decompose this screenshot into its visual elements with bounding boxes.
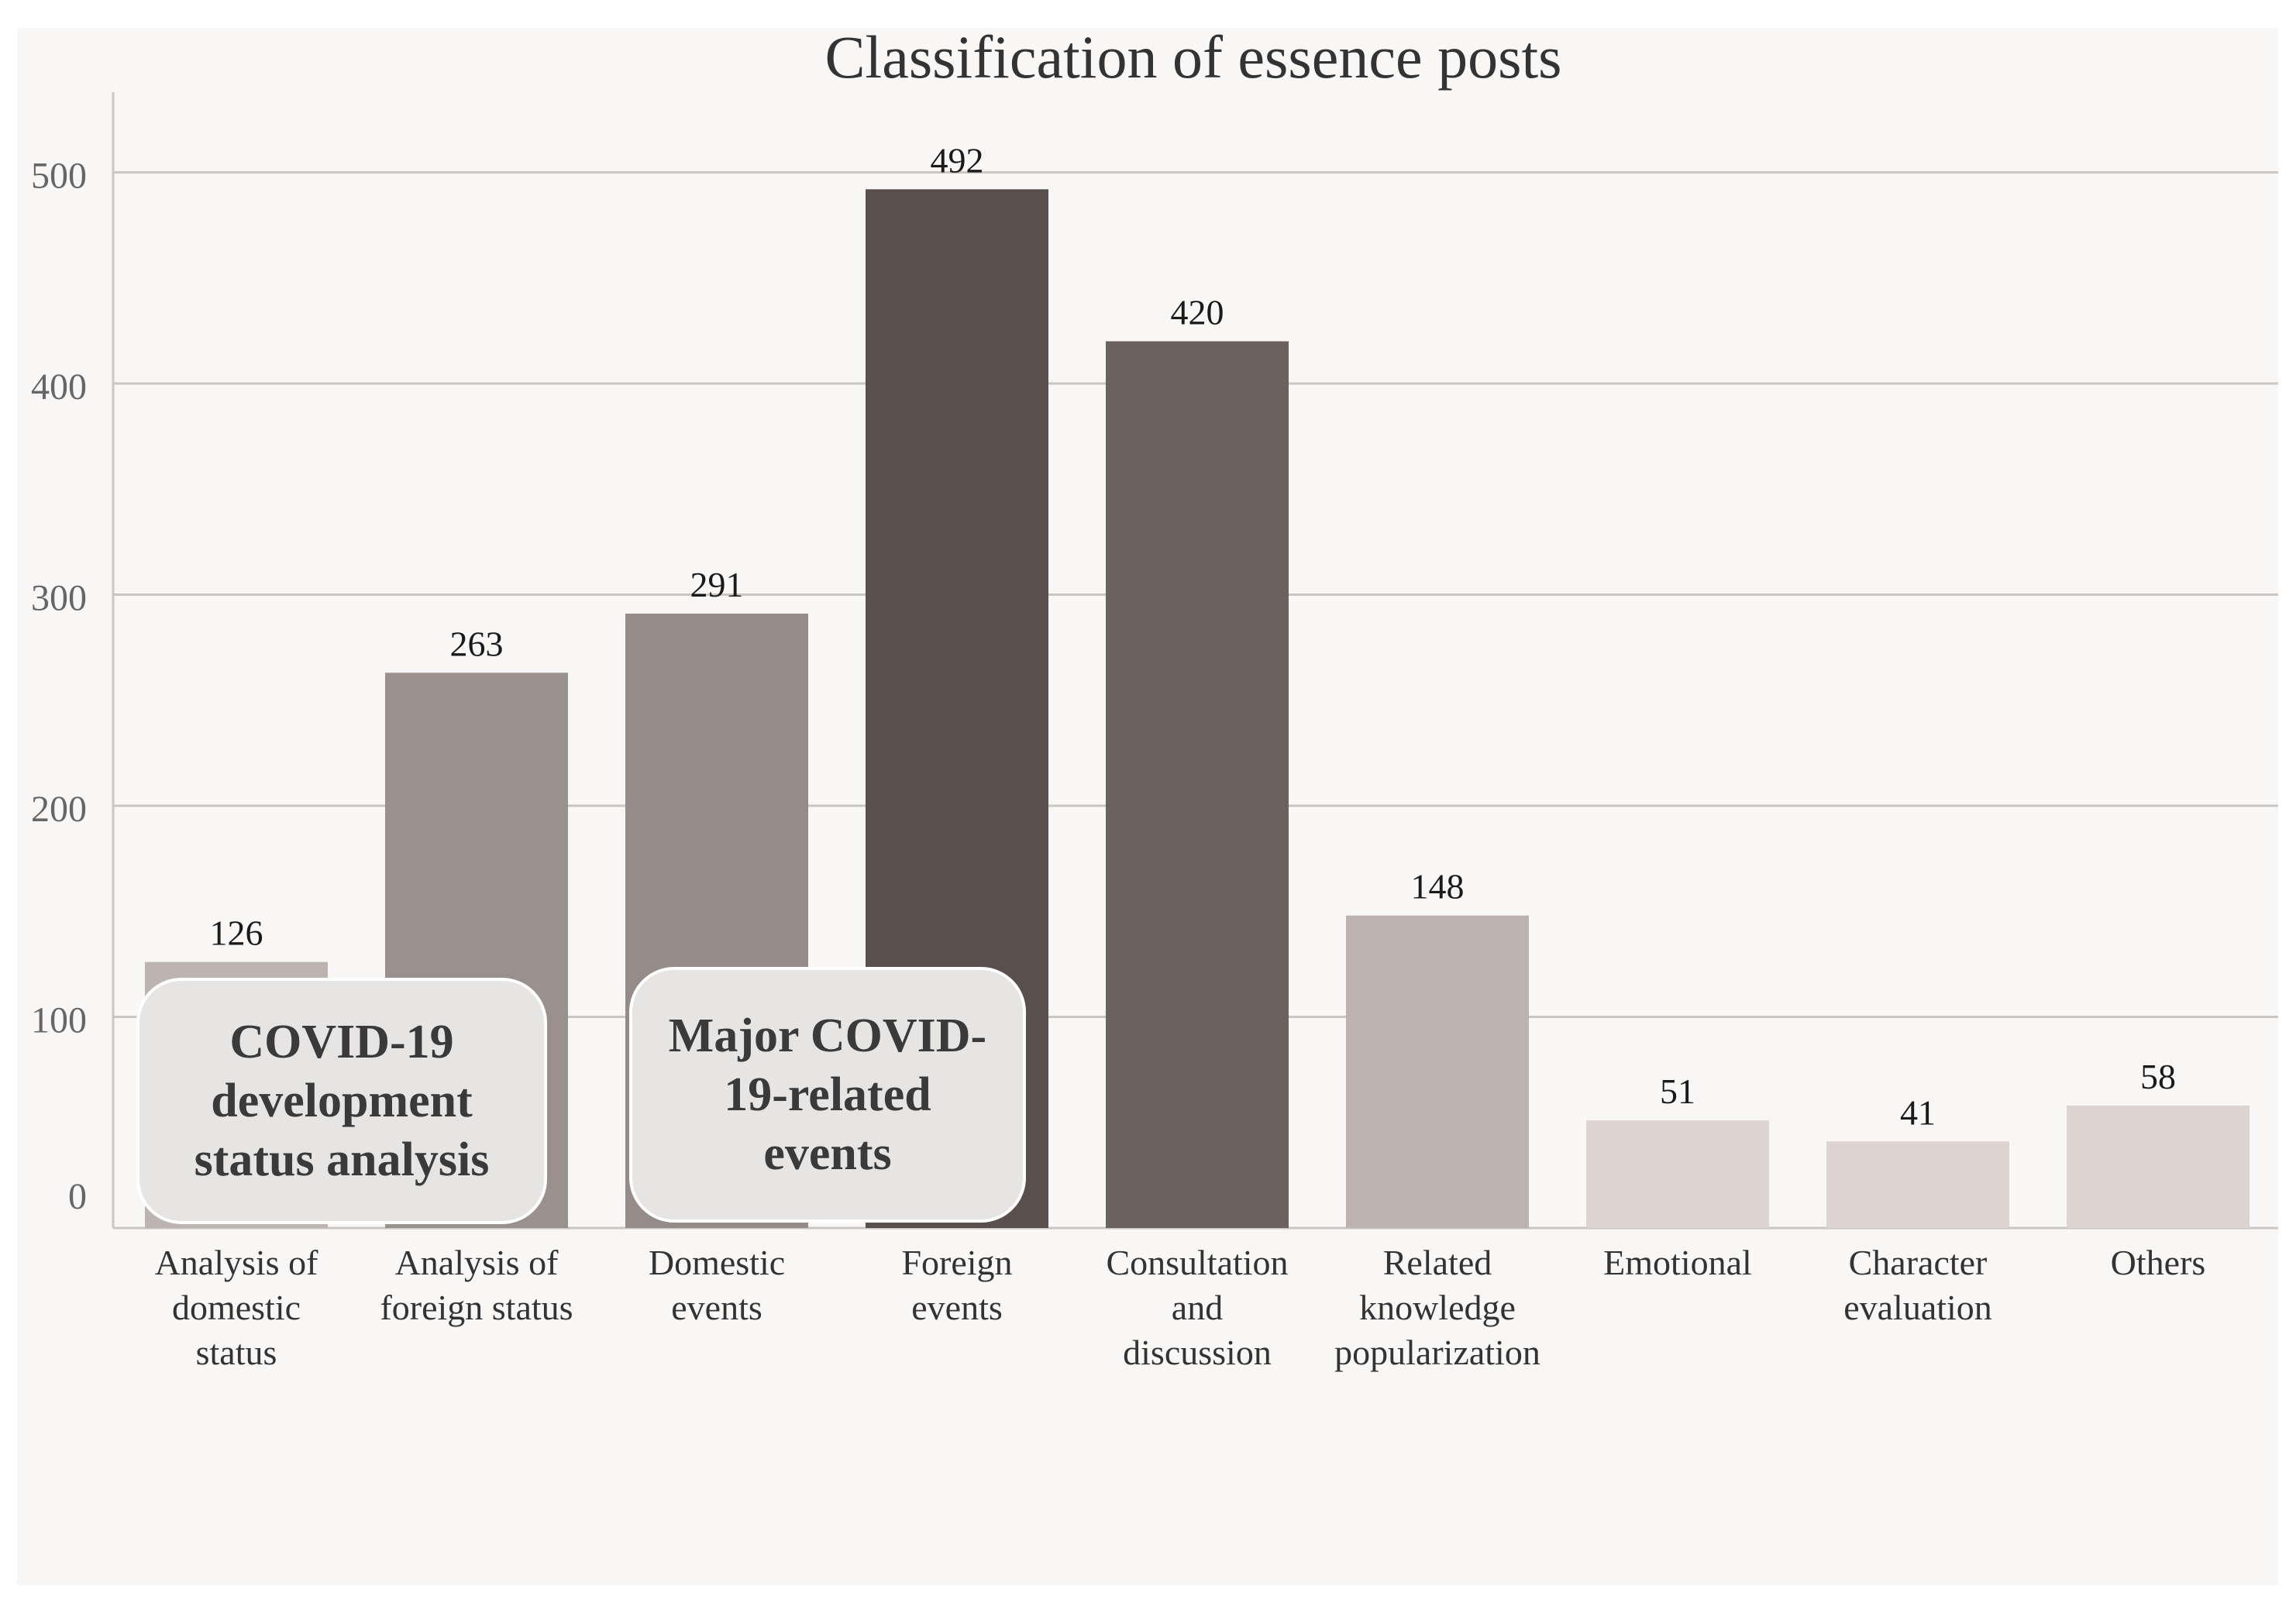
x-tick-label: Domestic events bbox=[649, 1243, 785, 1327]
bar bbox=[1586, 1120, 1769, 1228]
bar bbox=[2067, 1105, 2250, 1228]
bar bbox=[1346, 915, 1529, 1228]
data-label: 291 bbox=[690, 565, 744, 604]
data-label: 51 bbox=[1660, 1072, 1695, 1111]
x-tick-label: Analysis of foreign status bbox=[380, 1243, 573, 1327]
x-tick-labels: Analysis of domestic status Analysis of fore… bbox=[155, 1243, 2206, 1372]
y-tick-label: 400 bbox=[31, 366, 87, 408]
data-label: 58 bbox=[2140, 1057, 2176, 1096]
x-tick-label-line: popularization bbox=[1334, 1333, 1540, 1372]
x-tick-label-line: Emotional bbox=[1603, 1243, 1752, 1282]
x-tick-label-line: events bbox=[911, 1288, 1003, 1327]
x-tick-label: Related knowledge popularization bbox=[1334, 1243, 1540, 1372]
callout-line: Major COVID- bbox=[668, 1010, 987, 1062]
callout-line: events bbox=[763, 1127, 892, 1180]
callout-covid-development-status: COVID-19 development status analysis bbox=[136, 978, 547, 1224]
x-tick-label-line: knowledge bbox=[1359, 1288, 1516, 1327]
x-tick-label-line: Analysis of bbox=[155, 1243, 319, 1282]
x-tick-label-line: Foreign bbox=[901, 1243, 1012, 1282]
x-tick-label-line: Related bbox=[1383, 1243, 1492, 1282]
y-tick-label: 500 bbox=[31, 156, 87, 197]
x-tick-label-line: evaluation bbox=[1843, 1288, 1992, 1327]
x-tick-label: Character evaluation bbox=[1843, 1243, 1992, 1327]
bar bbox=[1826, 1141, 2009, 1228]
x-tick-label-line: and bbox=[1172, 1288, 1223, 1327]
callout-line: status analysis bbox=[194, 1133, 490, 1186]
x-tick-label-line: status bbox=[196, 1333, 277, 1372]
x-tick-label-line: domestic bbox=[172, 1288, 301, 1327]
x-tick-label-line: Others bbox=[2111, 1243, 2206, 1282]
x-tick-label-line: foreign status bbox=[380, 1288, 573, 1327]
data-label: 126 bbox=[210, 913, 263, 953]
data-label: 420 bbox=[1171, 293, 1224, 332]
callout-line: development bbox=[211, 1075, 473, 1127]
data-label: 492 bbox=[931, 140, 984, 180]
x-tick-label: Consultation and discussion bbox=[1106, 1243, 1288, 1372]
x-tick-label-line: events bbox=[671, 1288, 762, 1327]
x-tick-label: Foreign events bbox=[901, 1243, 1012, 1327]
y-tick-labels: 0 100 200 300 400 500 bbox=[31, 156, 87, 1218]
x-tick-label-line: Analysis of bbox=[395, 1243, 559, 1282]
x-tick-label: Emotional bbox=[1603, 1243, 1752, 1282]
chart-title: Classification of essence posts bbox=[825, 23, 1562, 91]
y-tick-label: 200 bbox=[31, 789, 87, 830]
callout-major-covid-events: Major COVID- 19-related events bbox=[629, 967, 1026, 1223]
x-tick-label-line: discussion bbox=[1123, 1333, 1272, 1372]
y-tick-label: 0 bbox=[68, 1176, 87, 1217]
x-tick-label-line: Consultation bbox=[1106, 1243, 1288, 1282]
bar bbox=[1106, 341, 1289, 1228]
data-label: 263 bbox=[450, 624, 504, 663]
data-label: 41 bbox=[1900, 1092, 1936, 1132]
x-tick-label: Others bbox=[2111, 1243, 2206, 1282]
callout-line: 19-related bbox=[724, 1068, 931, 1121]
x-tick-label-line: Domestic bbox=[649, 1243, 785, 1282]
callout-line: COVID-19 bbox=[229, 1016, 454, 1068]
data-label: 148 bbox=[1411, 867, 1465, 906]
y-tick-label: 100 bbox=[31, 1000, 87, 1041]
x-tick-label-line: Character bbox=[1849, 1243, 1988, 1282]
data-labels: 126 263 291 492 420 148 51 41 58 bbox=[210, 140, 2177, 1132]
x-tick-label: Analysis of domestic status bbox=[155, 1243, 319, 1372]
y-tick-label: 300 bbox=[31, 578, 87, 619]
